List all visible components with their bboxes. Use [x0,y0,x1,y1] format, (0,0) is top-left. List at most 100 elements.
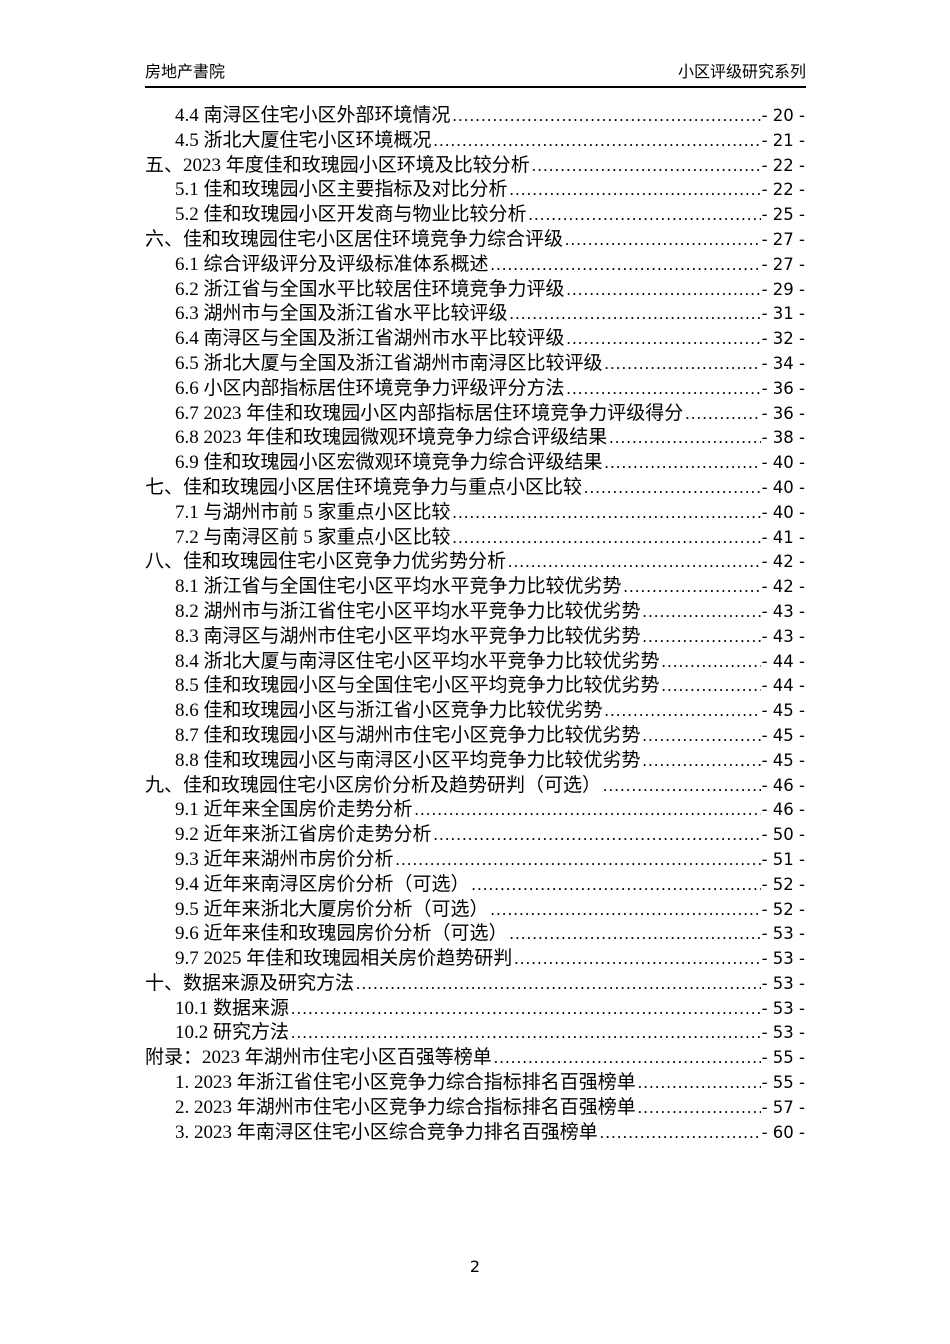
toc-leader-dots: ........................................… [584,477,761,497]
toc-entry[interactable]: 8.6 佳和玫瑰园小区与浙江省小区竞争力比较优劣势...............… [145,695,805,720]
toc-entry-page: - 43 - [761,601,805,621]
toc-leader-dots: ........................................… [604,701,761,720]
toc-entry[interactable]: 5.2 佳和玫瑰园小区开发商与物业比较分析...................… [145,199,805,224]
toc-entry-title: 3. 2023 年南浔区住宅小区综合竞争力排名百强榜单 [175,1121,598,1142]
toc-entry-page: - 45 - [761,725,805,745]
toc-entry[interactable]: 10.1 数据来源...............................… [145,993,805,1018]
toc-entry[interactable]: 9.6 近年来佳和玫瑰园房价分析（可选）....................… [145,918,805,943]
toc-entry-title: 9.7 2025 年佳和玫瑰园相关房价趋势研判 [175,948,513,968]
toc-leader-dots: ........................................… [685,403,761,423]
toc-entry-page: - 46 - [761,775,805,795]
toc-entry[interactable]: 1. 2023 年浙江省住宅小区竞争力综合指标排名百强榜单...........… [145,1067,805,1092]
toc-entry[interactable]: 附录：2023 年湖州市住宅小区百强等榜单...................… [145,1042,805,1067]
toc-entry[interactable]: 八、佳和玫瑰园住宅小区竞争力优劣势分析.....................… [145,546,805,571]
toc-entry[interactable]: 五、2023 年度佳和玫瑰园小区环境及比较分析.................… [145,150,805,175]
toc-leader-dots: ........................................… [490,899,761,919]
toc-entry-title: 6.9 佳和玫瑰园小区宏微观环境竞争力综合评级结果 [175,452,603,472]
toc-entry-title: 8.1 浙江省与全国住宅小区平均水平竞争力比较优劣势 [175,576,622,596]
toc-entry-page: - 55 - [761,1073,805,1092]
toc-entry-page: - 53 - [761,998,805,1018]
toc-leader-dots: ........................................… [514,949,760,968]
toc-entry-title: 9.3 近年来湖州市房价分析 [175,848,394,869]
toc-leader-dots: ........................................… [433,825,761,844]
toc-entry-title: 4.4 南浔区住宅小区外部环境情况 [175,105,451,125]
toc-entry[interactable]: 9.4 近年来南浔区房价分析（可选）......................… [145,869,805,894]
toc-entry[interactable]: 六、佳和玫瑰园住宅小区居住环境竞争力综合评级..................… [145,224,805,249]
toc-entry-page: - 22 - [761,180,805,200]
toc-entry-title: 6.1 综合评级评分及评级标准体系概述 [175,253,489,274]
toc-leader-dots: ........................................… [395,849,761,869]
toc-entry[interactable]: 5.1 佳和玫瑰园小区主要指标及对比分析....................… [145,174,805,199]
toc-leader-dots: ........................................… [661,676,761,696]
toc-entry[interactable]: 8.7 佳和玫瑰园小区与湖州市住宅小区竞争力比较优劣势.............… [145,720,805,745]
toc-entry-title: 6.4 南浔区与全国及浙江省湖州市水平比较评级 [175,328,565,348]
toc-entry-page: - 44 - [761,676,805,696]
toc-entry[interactable]: 2. 2023 年湖州市住宅小区竞争力综合指标排名百强榜单...........… [145,1092,805,1117]
toc-entry-page: - 38 - [761,428,805,448]
toc-entry[interactable]: 8.3 南浔区与湖州市住宅小区平均水平竞争力比较优劣势.............… [145,621,805,646]
toc-entry-page: - 53 - [761,949,805,968]
toc-leader-dots: ........................................… [414,800,761,820]
toc-entry-page: - 52 - [761,899,805,919]
toc-entry[interactable]: 9.3 近年来湖州市房价分析..........................… [145,844,805,869]
toc-entry[interactable]: 10.2 研究方法...............................… [145,1017,805,1042]
toc-leader-dots: ........................................… [291,1023,761,1043]
toc-entry[interactable]: 七、佳和玫瑰园小区居住环境竞争力与重点小区比较.................… [145,472,805,497]
toc-entry[interactable]: 9.1 近年来全国房价走势分析.........................… [145,794,805,819]
toc-entry[interactable]: 9.7 2025 年佳和玫瑰园相关房价趋势研判.................… [145,943,805,968]
toc-entry[interactable]: 8.1 浙江省与全国住宅小区平均水平竞争力比较优劣势..............… [145,571,805,596]
toc-entry[interactable]: 6.6 小区内部指标居住环境竞争力评级评分方法.................… [145,373,805,398]
toc-entry-title: 8.3 南浔区与湖州市住宅小区平均水平竞争力比较优劣势 [175,625,641,646]
toc-entry[interactable]: 3. 2023 年南浔区住宅小区综合竞争力排名百强榜单.............… [145,1117,805,1142]
toc-entry-title: 五、2023 年度佳和玫瑰园小区环境及比较分析 [145,154,530,175]
toc-entry[interactable]: 九、佳和玫瑰园住宅小区房价分析及趋势研判（可选）................… [145,770,805,795]
toc-entry[interactable]: 8.4 浙北大厦与南浔区住宅小区平均水平竞争力比较优劣势............… [145,646,805,671]
toc-entry-page: - 31 - [761,304,805,324]
toc-entry-title: 8.2 湖州市与浙江省住宅小区平均水平竞争力比较优劣势 [175,600,641,621]
toc-entry-title: 8.7 佳和玫瑰园小区与湖州市住宅小区竞争力比较优劣势 [175,724,641,745]
toc-entry-page: - 21 - [761,130,805,150]
toc-leader-dots: ........................................… [452,527,761,547]
toc-entry-title: 4.5 浙北大厦住宅小区环境概况 [175,129,432,150]
toc-entry[interactable]: 7.2 与南浔区前 5 家重点小区比较.....................… [145,522,805,547]
toc-entry[interactable]: 8.5 佳和玫瑰园小区与全国住宅小区平均竞争力比较优劣势............… [145,670,805,695]
toc-leader-dots: ........................................… [509,924,761,944]
toc-entry[interactable]: 8.2 湖州市与浙江省住宅小区平均水平竞争力比较优劣势.............… [145,596,805,621]
toc-entry[interactable]: 8.8 佳和玫瑰园小区与南浔区小区平均竞争力比较优劣势.............… [145,745,805,770]
toc-entry[interactable]: 4.5 浙北大厦住宅小区环境概况........................… [145,125,805,150]
toc-entry-title: 7.1 与湖州市前 5 家重点小区比较 [175,501,451,522]
toc-leader-dots: ........................................… [508,552,761,572]
toc-leader-dots: ........................................… [509,180,761,200]
toc-entry-page: - 45 - [761,750,805,770]
toc-entry-title: 10.1 数据来源 [175,997,290,1018]
toc-entry[interactable]: 7.1 与湖州市前 5 家重点小区比较.....................… [145,497,805,522]
toc-leader-dots: ........................................… [642,626,761,646]
toc-entry[interactable]: 6.5 浙北大厦与全国及浙江省湖州市南浔区比较评级...............… [145,348,805,373]
toc-entry[interactable]: 6.2 浙江省与全国水平比较居住环境竞争力评级.................… [145,274,805,299]
toc-leader-dots: ........................................… [566,378,761,398]
toc-entry-page: - 51 - [761,849,805,869]
toc-entry[interactable]: 4.4 南浔区住宅小区外部环境情况.......................… [145,100,805,125]
toc-entry-title: 附录：2023 年湖州市住宅小区百强等榜单 [145,1047,492,1068]
toc-entry[interactable]: 9.2 近年来浙江省房价走势分析........................… [145,819,805,844]
toc-entry[interactable]: 6.3 湖州市与全国及浙江省水平比较评级....................… [145,298,805,323]
toc-entry[interactable]: 6.9 佳和玫瑰园小区宏微观环境竞争力综合评级结果...............… [145,447,805,472]
toc-entry-title: 9.6 近年来佳和玫瑰园房价分析（可选） [175,923,508,944]
toc-entry[interactable]: 6.8 2023 年佳和玫瑰园微观环境竞争力综合评级结果............… [145,422,805,447]
toc-entry-title: 八、佳和玫瑰园住宅小区竞争力优劣势分析 [145,551,507,572]
toc-entry[interactable]: 6.4 南浔区与全国及浙江省湖州市水平比较评级.................… [145,323,805,348]
toc-entry[interactable]: 十、数据来源及研究方法.............................… [145,968,805,993]
toc-entry-page: - 32 - [761,329,805,348]
toc-entry-title: 6.7 2023 年佳和玫瑰园小区内部指标居住环境竞争力评级得分 [175,402,684,423]
toc-entry-title: 5.1 佳和玫瑰园小区主要指标及对比分析 [175,179,508,200]
toc-entry[interactable]: 6.7 2023 年佳和玫瑰园小区内部指标居住环境竞争力评级得分........… [145,398,805,423]
toc-entry-title: 8.5 佳和玫瑰园小区与全国住宅小区平均竞争力比较优劣势 [175,675,660,696]
toc-leader-dots: ........................................… [452,106,761,125]
toc-entry-title: 7.2 与南浔区前 5 家重点小区比较 [175,526,451,547]
toc-entry[interactable]: 6.1 综合评级评分及评级标准体系概述.....................… [145,249,805,274]
toc-entry[interactable]: 9.5 近年来浙北大厦房价分析（可选）.....................… [145,894,805,919]
toc-entry-title: 8.8 佳和玫瑰园小区与南浔区小区平均竞争力比较优劣势 [175,749,641,770]
page-header: 房地产書院 小区评级研究系列 [145,63,806,89]
toc-leader-dots: ........................................… [642,725,761,745]
toc-entry-title: 七、佳和玫瑰园小区居住环境竞争力与重点小区比较 [145,476,583,497]
